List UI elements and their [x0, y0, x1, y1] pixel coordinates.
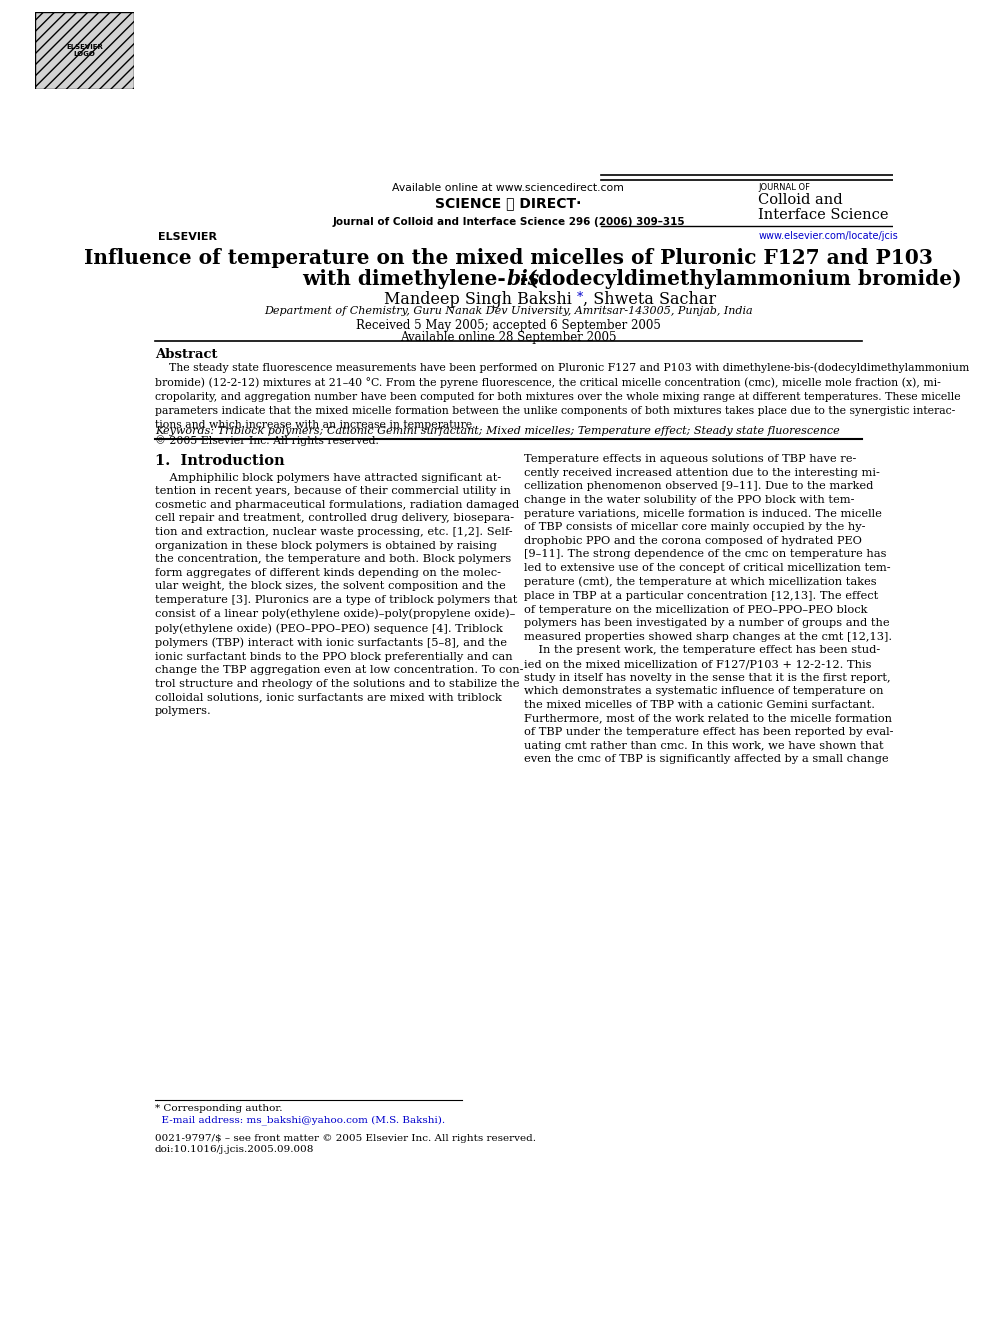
- Text: bis: bis: [506, 269, 540, 288]
- Text: , Shweta Sachar: , Shweta Sachar: [583, 291, 716, 308]
- Text: * Corresponding author.: * Corresponding author.: [155, 1105, 283, 1113]
- Text: Received 5 May 2005; accepted 6 September 2005: Received 5 May 2005; accepted 6 Septembe…: [356, 319, 661, 332]
- Text: www.elsevier.com/locate/jcis: www.elsevier.com/locate/jcis: [758, 232, 898, 241]
- Text: ELSEVIER: ELSEVIER: [158, 232, 216, 242]
- Text: 1.  Introduction: 1. Introduction: [155, 454, 285, 468]
- Text: doi:10.1016/j.jcis.2005.09.008: doi:10.1016/j.jcis.2005.09.008: [155, 1144, 314, 1154]
- Text: Abstract: Abstract: [155, 348, 217, 361]
- Text: *: *: [576, 291, 583, 304]
- Text: Journal of Colloid and Interface Science 296 (2006) 309–315: Journal of Colloid and Interface Science…: [332, 217, 684, 226]
- Text: SCIENCE ⓐ DIRECT·: SCIENCE ⓐ DIRECT·: [435, 196, 581, 210]
- Text: Amphiphilic block polymers have attracted significant at-
tention in recent year: Amphiphilic block polymers have attracte…: [155, 472, 523, 716]
- Text: Keywords: Triblock polymers; Cationic Gemini surfactant; Mixed micelles; Tempera: Keywords: Triblock polymers; Cationic Ge…: [155, 426, 839, 435]
- Text: Colloid and: Colloid and: [758, 193, 843, 208]
- Text: The steady state fluorescence measurements have been performed on Pluronic F127 : The steady state fluorescence measuremen…: [155, 363, 969, 446]
- Text: Department of Chemistry, Guru Nanak Dev University, Amritsar-143005, Punjab, Ind: Department of Chemistry, Guru Nanak Dev …: [264, 307, 753, 316]
- Text: ELSEVIER
LOGO: ELSEVIER LOGO: [65, 44, 103, 57]
- Text: with dimethylene-: with dimethylene-: [303, 269, 506, 288]
- Text: E-mail address: ms_bakshi@yahoo.com (M.S. Bakshi).: E-mail address: ms_bakshi@yahoo.com (M.S…: [155, 1115, 444, 1125]
- Text: 0021-9797/$ – see front matter © 2005 Elsevier Inc. All rights reserved.: 0021-9797/$ – see front matter © 2005 El…: [155, 1134, 536, 1143]
- Text: Influence of temperature on the mixed micelles of Pluronic F127 and P103: Influence of temperature on the mixed mi…: [84, 249, 932, 269]
- Text: Available online at www.sciencedirect.com: Available online at www.sciencedirect.co…: [393, 183, 624, 193]
- Text: JOURNAL OF: JOURNAL OF: [758, 183, 810, 192]
- Text: -(dodecyldimethylammonium bromide): -(dodecyldimethylammonium bromide): [520, 269, 961, 288]
- Text: Interface Science: Interface Science: [758, 208, 889, 222]
- Text: Available online 28 September 2005: Available online 28 September 2005: [400, 331, 617, 344]
- Text: Mandeep Singh Bakshi: Mandeep Singh Bakshi: [384, 291, 576, 308]
- Text: Temperature effects in aqueous solutions of TBP have re-
cently received increas: Temperature effects in aqueous solutions…: [524, 454, 893, 765]
